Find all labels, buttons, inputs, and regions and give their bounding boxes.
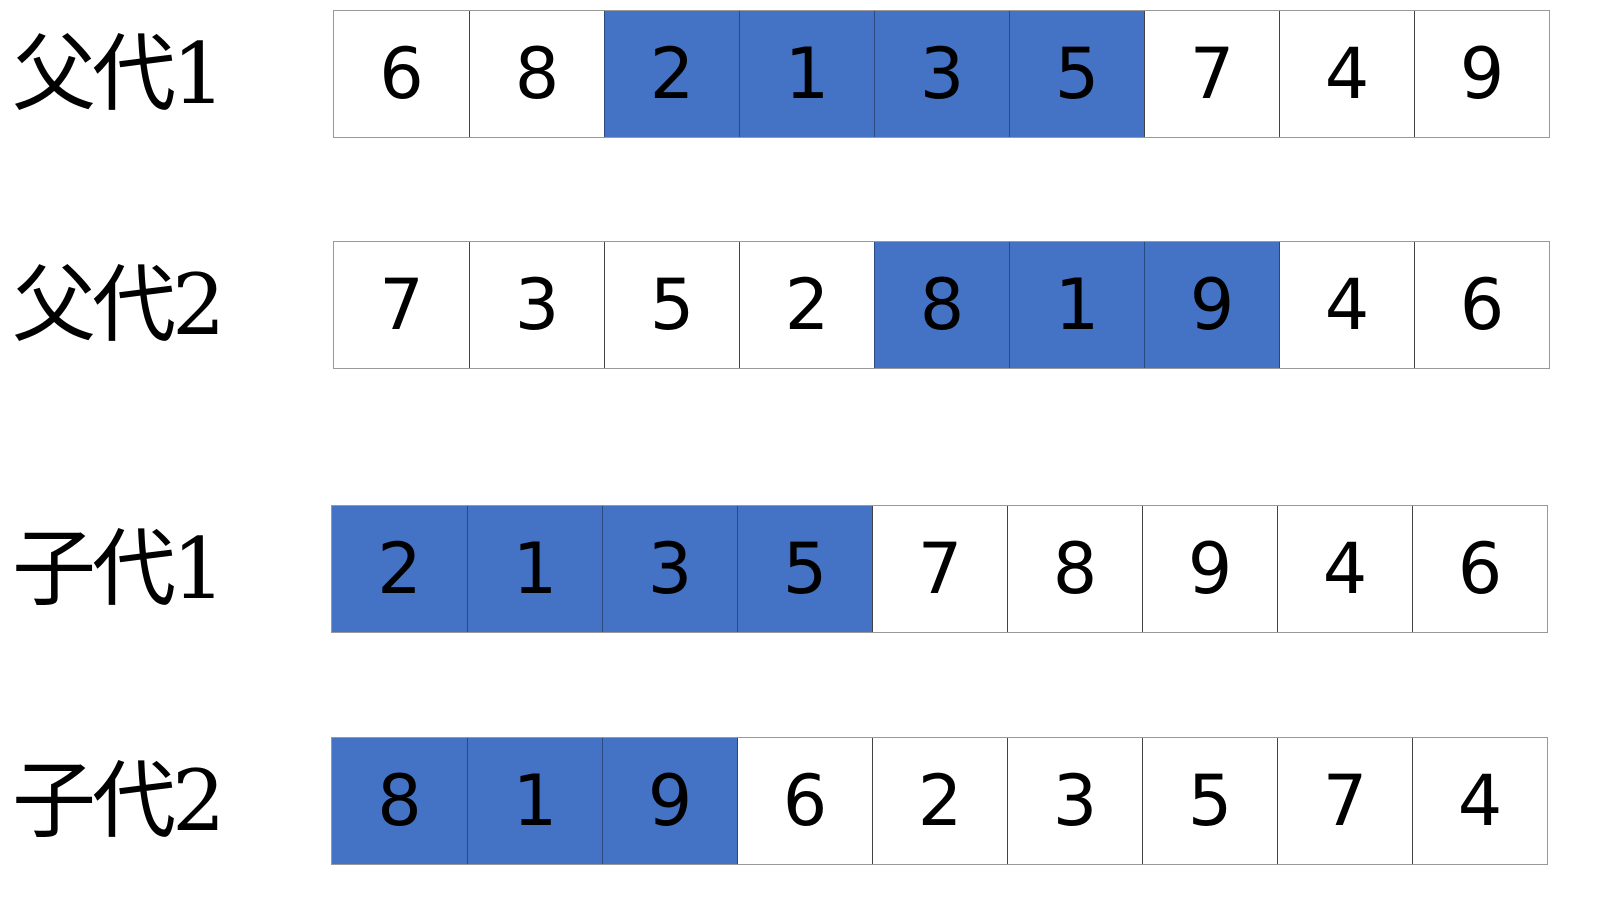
gene-cell-highlighted: 1	[739, 11, 874, 137]
gene-cell-highlighted: 8	[874, 242, 1009, 368]
gene-cell-highlighted: 2	[332, 506, 467, 632]
gene-cell: 5	[604, 242, 739, 368]
gene-cell-highlighted: 9	[602, 738, 737, 864]
gene-cell-highlighted: 9	[1144, 242, 1279, 368]
gene-cell-highlighted: 2	[604, 11, 739, 137]
gene-cell-highlighted: 1	[467, 738, 602, 864]
row-label: 子代2	[12, 752, 225, 850]
gene-cell: 7	[872, 506, 1007, 632]
gene-cell-highlighted: 1	[1009, 242, 1144, 368]
gene-cell: 3	[469, 242, 604, 368]
gene-cell: 5	[1142, 738, 1277, 864]
gene-cell: 4	[1277, 506, 1412, 632]
gene-cell-highlighted: 3	[874, 11, 1009, 137]
gene-cell: 7	[1144, 11, 1279, 137]
gene-cell: 6	[1412, 506, 1547, 632]
gene-cell: 9	[1142, 506, 1277, 632]
gene-cell: 3	[1007, 738, 1142, 864]
row-label: 父代1	[12, 25, 225, 123]
gene-cell: 6	[737, 738, 872, 864]
gene-cell: 6	[1414, 242, 1549, 368]
gene-cell-highlighted: 8	[332, 738, 467, 864]
gene-cell: 6	[334, 11, 469, 137]
row-label: 子代1	[12, 520, 225, 618]
gene-cell: 7	[334, 242, 469, 368]
gene-cell: 4	[1279, 11, 1414, 137]
gene-cell: 2	[872, 738, 1007, 864]
gene-cell: 7	[1277, 738, 1412, 864]
gene-cell: 8	[1007, 506, 1142, 632]
gene-cell: 4	[1279, 242, 1414, 368]
gene-cell-highlighted: 3	[602, 506, 737, 632]
gene-cell-highlighted: 1	[467, 506, 602, 632]
gene-cell: 9	[1414, 11, 1549, 137]
gene-cell: 2	[739, 242, 874, 368]
gene-cell: 4	[1412, 738, 1547, 864]
gene-cell: 8	[469, 11, 604, 137]
gene-cell-highlighted: 5	[1009, 11, 1144, 137]
row-label: 父代2	[12, 256, 225, 354]
gene-cell-highlighted: 5	[737, 506, 872, 632]
